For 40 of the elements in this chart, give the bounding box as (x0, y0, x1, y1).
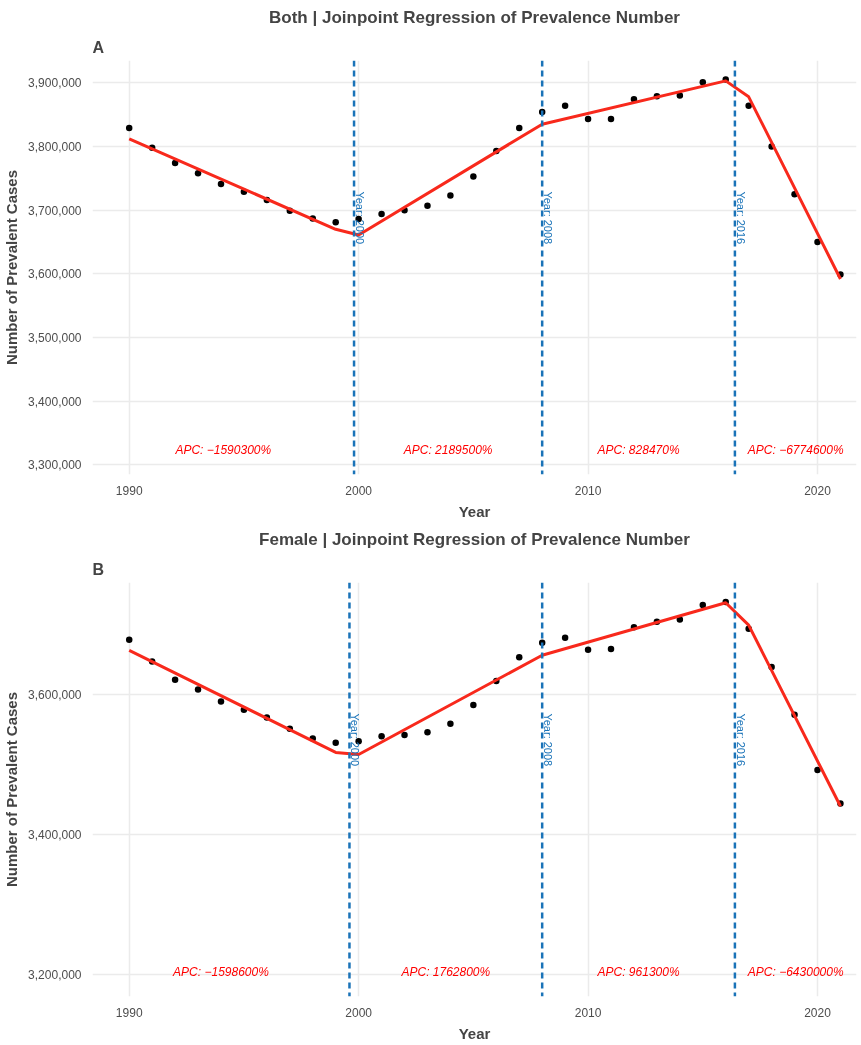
x-tick-label: 2000 (345, 483, 373, 498)
y-tick-label: 3,600,000 (28, 267, 82, 282)
x-tick-label: 2000 (345, 1005, 373, 1020)
y-tick-label: 3,200,000 (28, 967, 82, 982)
x-tick-label: 2010 (574, 483, 602, 498)
y-tick-label: 3,900,000 (28, 76, 82, 91)
y-tick-label: 3,600,000 (28, 687, 82, 702)
ref-line-label: Year: 2016 (734, 713, 747, 767)
annotation: APC: −6430000% (746, 964, 844, 979)
annotation: APC: 2189500% (402, 442, 493, 457)
annotation: APC: 828470% (596, 442, 680, 457)
annotation: APC: −1590300% (174, 442, 272, 457)
ref-line-label: Year: 2000 (349, 713, 362, 767)
y-tick-label: 3,400,000 (28, 394, 82, 409)
chart-title: Female | Joinpoint Regression of Prevalence Number (259, 529, 691, 549)
x-tick-label: 1990 (115, 1005, 143, 1020)
text: B (92, 560, 105, 578)
y-tick-label: 3,500,000 (28, 331, 82, 346)
y-axis-title: Number of Prevalent Cases (3, 691, 21, 888)
x-tick-label: 2010 (574, 1005, 602, 1020)
y-axis-title: Number of Prevalent Cases (3, 169, 21, 366)
x-axis-title: Year (458, 1024, 491, 1042)
ref-line-label: Year: 2016 (734, 191, 747, 245)
ref-line-label: Year: 2000 (354, 191, 367, 245)
x-tick-label: 2020 (804, 1005, 832, 1020)
ref-line-label: Year: 2008 (542, 191, 555, 245)
x-tick-label: 1990 (115, 483, 143, 498)
text: A (92, 38, 105, 56)
y-tick-label: 3,300,000 (28, 458, 82, 473)
annotation: APC: 1762800% (400, 964, 491, 979)
annotation: APC: 961300% (596, 964, 680, 979)
y-tick-label: 3,800,000 (28, 139, 82, 154)
x-tick-label: 2020 (804, 483, 832, 498)
x-axis-title: Year (458, 502, 491, 520)
ref-line-label: Year: 2008 (542, 713, 555, 767)
chart-title: Both | Joinpoint Regression of Prevalence Number (269, 7, 681, 27)
annotation: APC: −6774600% (746, 442, 844, 457)
annotation: APC: −1598600% (172, 964, 270, 979)
y-tick-label: 3,400,000 (28, 827, 82, 842)
y-tick-label: 3,700,000 (28, 203, 82, 218)
